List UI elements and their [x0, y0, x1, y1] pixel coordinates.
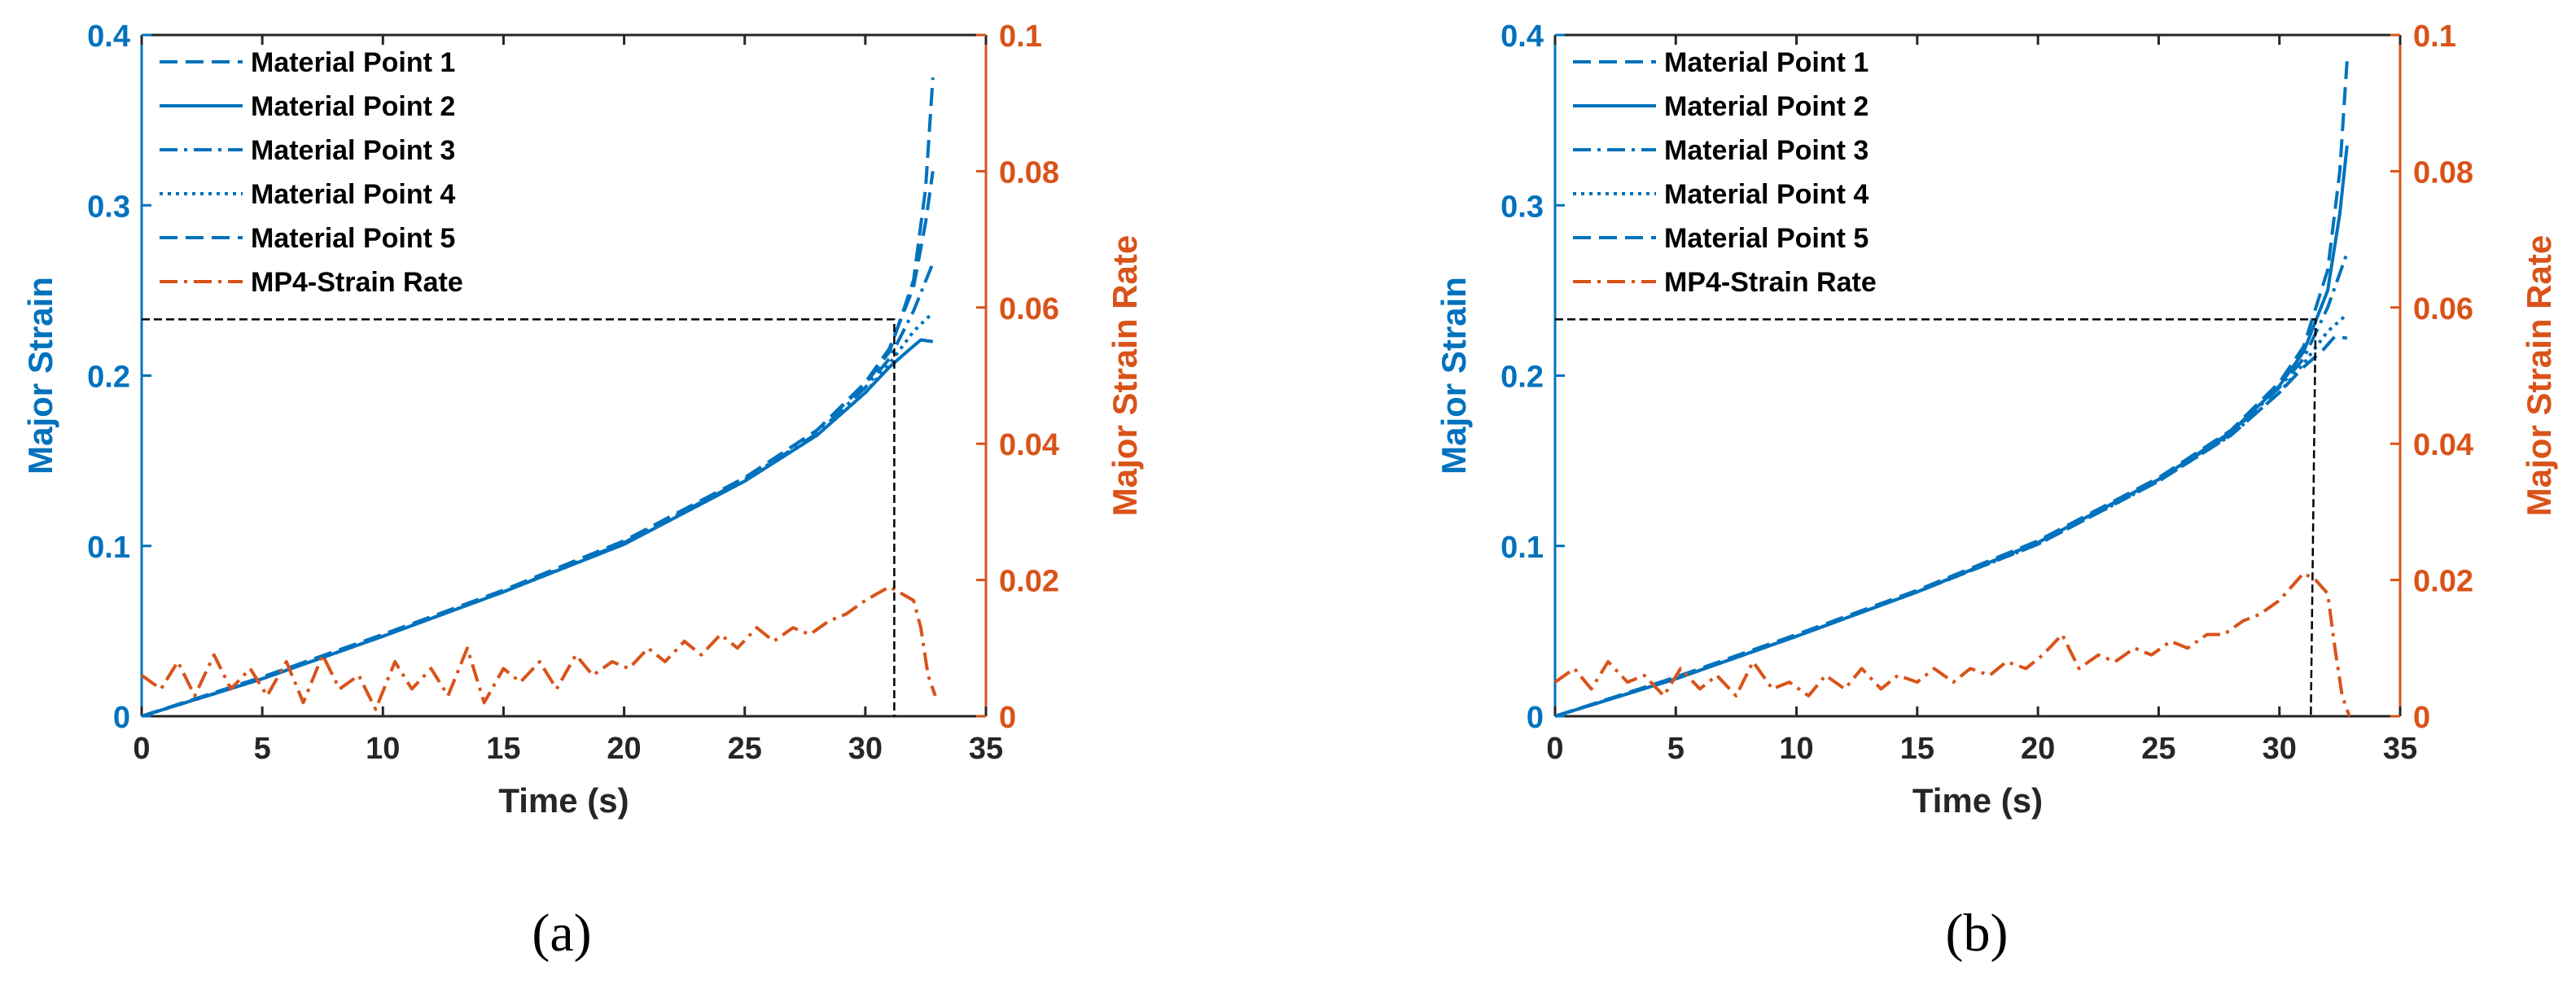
- y-right-tick-label: 0.06: [2413, 292, 2473, 326]
- series-line: [1554, 335, 2348, 718]
- series-line: [141, 311, 935, 718]
- legend-entry: Material Point 1: [1664, 47, 1868, 78]
- y-right-tick-label: 0.02: [999, 565, 1059, 599]
- y-left-axis-label: Major Strain: [1435, 277, 1473, 475]
- x-tick-label: 30: [848, 732, 883, 766]
- y-left-tick-label: 0.2: [1500, 361, 1544, 395]
- x-tick-label: 5: [254, 732, 271, 766]
- x-tick-label: 20: [2021, 732, 2055, 766]
- legend-entry: Material Point 4: [1664, 179, 1868, 210]
- legend-entry: Material Point 3: [251, 135, 455, 166]
- legend-entry: Material Point 5: [251, 223, 455, 254]
- x-tick-label: 25: [2141, 732, 2175, 766]
- y-left-tick-label: 0.4: [87, 20, 130, 54]
- y-right-tick-label: 0.1: [2413, 20, 2456, 54]
- series-line: [141, 338, 934, 718]
- x-axis-label: Time (s): [498, 781, 629, 820]
- legend-entry: Material Point 2: [251, 91, 455, 122]
- y-left-tick-label: 0: [1527, 701, 1544, 735]
- legend-entry: MP4-Strain Rate: [1664, 267, 1877, 298]
- x-tick-label: 15: [1900, 732, 1934, 766]
- series-line: [141, 262, 935, 718]
- x-tick-label: 0: [1546, 732, 1563, 766]
- x-tick-label: 25: [728, 732, 762, 766]
- y-right-tick-label: 0.02: [2413, 565, 2473, 599]
- y-right-tick-label: 0.04: [999, 428, 1059, 462]
- legend-entry: MP4-Strain Rate: [251, 267, 463, 298]
- y-right-tick-label: 0.1: [999, 20, 1042, 54]
- legend-entry: Material Point 3: [1664, 135, 1868, 166]
- y-left-tick-label: 0.4: [1500, 20, 1544, 54]
- y-right-axis-label: Major Strain Rate: [2520, 235, 2558, 516]
- y-left-tick-label: 0.1: [1500, 531, 1544, 565]
- x-axis-label: Time (s): [1912, 781, 2043, 820]
- guide-line: [142, 318, 896, 716]
- y-right-tick-label: 0.08: [999, 155, 1059, 190]
- series-line: [1554, 313, 2349, 718]
- y-left-tick-label: 0.2: [87, 361, 130, 395]
- x-tick-label: 20: [607, 732, 641, 766]
- legend-entry: Material Point 1: [251, 47, 455, 78]
- y-left-tick-label: 0: [113, 701, 130, 735]
- legend-entry: Material Point 5: [1664, 223, 1868, 254]
- y-right-tick-label: 0.08: [2413, 155, 2473, 190]
- chart-panel-1: 0 5 10 15 20 25 30 3500.10.20.30.400.020.040.06…: [21, 20, 1144, 963]
- y-left-axis-label: Major Strain: [21, 277, 59, 475]
- x-tick-label: 5: [1667, 732, 1684, 766]
- y-right-tick-label: 0.04: [2413, 428, 2473, 462]
- series-line: [141, 171, 935, 718]
- panel-caption: (a): [532, 903, 591, 963]
- y-right-tick-label: 0: [2413, 701, 2430, 735]
- y-right-tick-label: 0.06: [999, 292, 1059, 326]
- series-line: [1553, 571, 2351, 717]
- x-tick-label: 0: [133, 732, 150, 766]
- x-tick-label: 10: [1779, 732, 1813, 766]
- y-left-tick-label: 0.3: [87, 190, 130, 224]
- series-line: [1554, 252, 2349, 718]
- series-line: [140, 585, 937, 711]
- x-tick-label: 35: [2383, 732, 2417, 766]
- x-tick-label: 35: [969, 732, 1003, 766]
- x-tick-label: 30: [2263, 732, 2297, 766]
- legend-entry: Material Point 4: [251, 179, 455, 210]
- chart-panel-2: 0 5 10 15 20 25 30 3500.10.20.30.400.020.040.06…: [1435, 20, 2558, 963]
- y-left-tick-label: 0.1: [87, 531, 130, 565]
- series-line: [141, 77, 935, 718]
- panel-caption: (b): [1946, 903, 2009, 963]
- y-right-tick-label: 0: [999, 701, 1016, 735]
- legend-entry: Material Point 2: [1664, 91, 1868, 122]
- x-tick-label: 15: [486, 732, 520, 766]
- y-left-tick-label: 0.3: [1500, 190, 1544, 224]
- y-right-axis-label: Major Strain Rate: [1106, 235, 1144, 516]
- x-tick-label: 10: [366, 732, 400, 766]
- guide-line: [1555, 318, 2317, 717]
